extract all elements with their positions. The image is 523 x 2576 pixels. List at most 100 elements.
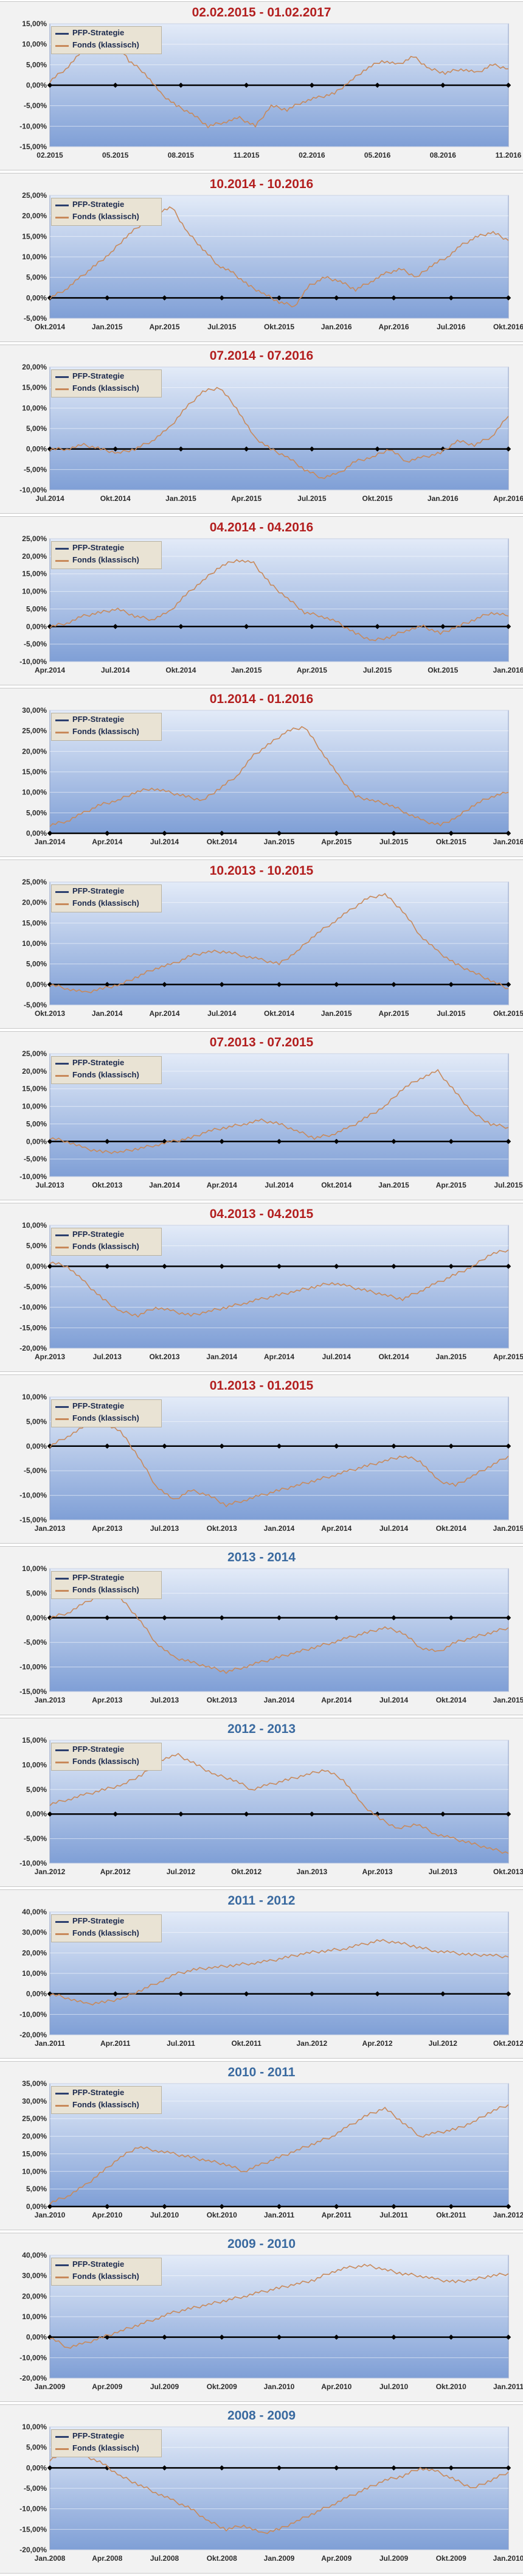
- x-tick-label: 05.2016: [364, 151, 391, 159]
- legend-swatch: [55, 891, 69, 893]
- chart-title: 07.2014 - 07.2016: [209, 349, 314, 363]
- legend-label: Fonds (klassisch): [72, 555, 139, 564]
- baseline-marker: [276, 830, 282, 836]
- legend-swatch: [55, 903, 69, 905]
- x-tick-label: Jul.2012: [167, 1867, 196, 1876]
- x-tick-label: Jul.2013: [150, 1696, 179, 1704]
- x-tick-label: Jan.2015: [231, 666, 262, 674]
- x-tick-label: Jan.2015: [435, 1353, 466, 1361]
- x-tick-label: Apr.2015: [149, 323, 179, 331]
- x-tick-label: Jul.2014: [101, 666, 130, 674]
- fund-series-line: [49, 1592, 509, 1675]
- baseline-marker: [219, 2203, 224, 2210]
- x-tick-label: Jul.2009: [150, 2382, 179, 2391]
- x-tick-label: Jul.2014: [379, 1524, 409, 1533]
- y-tick-label: -5,00%: [24, 465, 47, 474]
- fund-series-line: [49, 1752, 509, 1854]
- x-tick-label: Apr.2015: [231, 494, 262, 503]
- baseline-marker: [276, 982, 282, 987]
- y-tick-label: 10,00%: [22, 1564, 47, 1573]
- chart-title: 2013 - 2014: [227, 1550, 296, 1564]
- y-tick-label: 25,00%: [22, 878, 47, 886]
- x-tick-label: Jan.2015: [92, 323, 123, 331]
- y-tick-label: 10,00%: [22, 1393, 47, 1401]
- legend-label: PFP-Strategie: [72, 28, 125, 37]
- baseline-marker: [243, 82, 249, 88]
- baseline-marker: [448, 982, 454, 987]
- chart-title: 2012 - 2013: [227, 1722, 296, 1736]
- x-tick-label: Apr.2013: [35, 1353, 65, 1361]
- x-tick-label: Okt.2014: [321, 1181, 352, 1189]
- chart-panel: 0,00% 5,00% 10,00% 15,00% 20,00% 25,00% 30,00%…: [0, 2061, 523, 2230]
- y-tick-label: 35,00%: [22, 2079, 47, 2088]
- y-tick-label: 30,00%: [22, 2272, 47, 2280]
- legend-swatch: [55, 1749, 69, 1751]
- x-tick-label: Apr.2010: [321, 2382, 352, 2391]
- x-tick-label: Jan.2015: [321, 1009, 352, 1018]
- chart-panel: -5,00% 0,00% 5,00% 10,00% 15,00% 20,00% 25,00%…: [0, 859, 523, 1029]
- fund-series-line: [49, 1420, 509, 1508]
- y-tick-label: 20,00%: [22, 1067, 47, 1076]
- y-tick-label: -15,00%: [19, 1687, 47, 1696]
- y-tick-label: -5,00%: [24, 2484, 47, 2493]
- y-tick-label: -5,00%: [24, 314, 47, 323]
- chart-title: 2009 - 2010: [227, 2237, 296, 2251]
- y-tick-label: 0,00%: [26, 445, 47, 453]
- chart-panel: -20,00% -15,00% -10,00% -5,00% 0,00% 5,00% 10,…: [0, 2404, 523, 2574]
- fund-series-line: [49, 1939, 509, 2006]
- baseline-marker: [391, 1139, 397, 1144]
- legend-label: PFP-Strategie: [72, 1745, 125, 1754]
- legend-label: PFP-Strategie: [72, 2088, 125, 2097]
- chart-panel: -20,00% -15,00% -10,00% -5,00% 0,00% 5,00% 10,…: [0, 1203, 523, 1372]
- y-tick-label: -5,00%: [24, 1638, 47, 1647]
- baseline-marker: [219, 1139, 224, 1144]
- chart-panel: -10,00% -5,00% 0,00% 5,00% 10,00% 15,00% 20,00…: [0, 516, 523, 685]
- x-tick-label: Jul.2011: [379, 2211, 408, 2219]
- baseline-marker: [219, 830, 224, 836]
- x-tick-label: Jan.2011: [493, 2382, 523, 2391]
- y-tick-label: 0,00%: [26, 2333, 47, 2342]
- x-tick-label: Jul.2011: [167, 2039, 195, 2048]
- chart-title: 2010 - 2011: [227, 2065, 296, 2079]
- legend-label: PFP-Strategie: [72, 200, 125, 209]
- x-tick-label: Okt.2015: [428, 666, 458, 674]
- y-tick-label: 20,00%: [22, 1948, 47, 1957]
- y-tick-label: 20,00%: [22, 747, 47, 755]
- x-tick-label: Okt.2013: [207, 1696, 237, 1704]
- y-tick-label: 10,00%: [22, 1221, 47, 1230]
- x-tick-label: Jan.2015: [493, 1524, 523, 1533]
- chart-legend: PFP-Strategie Fonds (klassisch): [51, 369, 162, 397]
- baseline-marker: [178, 446, 184, 452]
- chart-title: 01.2013 - 01.2015: [209, 1379, 314, 1393]
- x-tick-label: Apr.2012: [362, 2039, 393, 2048]
- x-tick-label: Apr.2014: [35, 666, 65, 674]
- x-tick-label: 08.2015: [168, 151, 195, 159]
- y-tick-label: 5,00%: [26, 604, 47, 613]
- chart-panel: -10,00% -5,00% 0,00% 5,00% 10,00% 15,00% Jan.2…: [0, 1718, 523, 1887]
- y-tick-label: 20,00%: [22, 898, 47, 907]
- baseline-marker: [105, 1139, 110, 1144]
- y-tick-label: 25,00%: [22, 2115, 47, 2123]
- legend-swatch: [55, 2448, 69, 2450]
- legend-swatch: [55, 1762, 69, 1763]
- legend-label: Fonds (klassisch): [72, 727, 139, 736]
- legend-label: PFP-Strategie: [72, 371, 125, 380]
- chart-title: 02.02.2015 - 01.02.2017: [192, 5, 331, 19]
- legend-label: Fonds (klassisch): [72, 2100, 139, 2109]
- baseline-marker: [334, 982, 339, 987]
- y-tick-label: 10,00%: [22, 1969, 47, 1978]
- fund-series-line: [49, 1249, 509, 1318]
- x-tick-label: Okt.2012: [231, 1867, 262, 1876]
- legend-swatch: [55, 45, 69, 47]
- x-tick-label: Jan.2015: [264, 838, 295, 846]
- x-tick-label: Apr.2013: [92, 1696, 122, 1704]
- y-tick-label: 0,00%: [26, 980, 47, 989]
- x-tick-label: Jul.2014: [35, 494, 64, 503]
- baseline-marker: [391, 982, 397, 987]
- baseline-marker: [162, 2203, 167, 2210]
- fund-series-line: [49, 2104, 509, 2205]
- y-tick-label: 0,00%: [26, 1137, 47, 1146]
- y-tick-label: 15,00%: [22, 570, 47, 578]
- y-tick-label: 20,00%: [22, 2292, 47, 2300]
- y-tick-label: -5,00%: [24, 102, 47, 110]
